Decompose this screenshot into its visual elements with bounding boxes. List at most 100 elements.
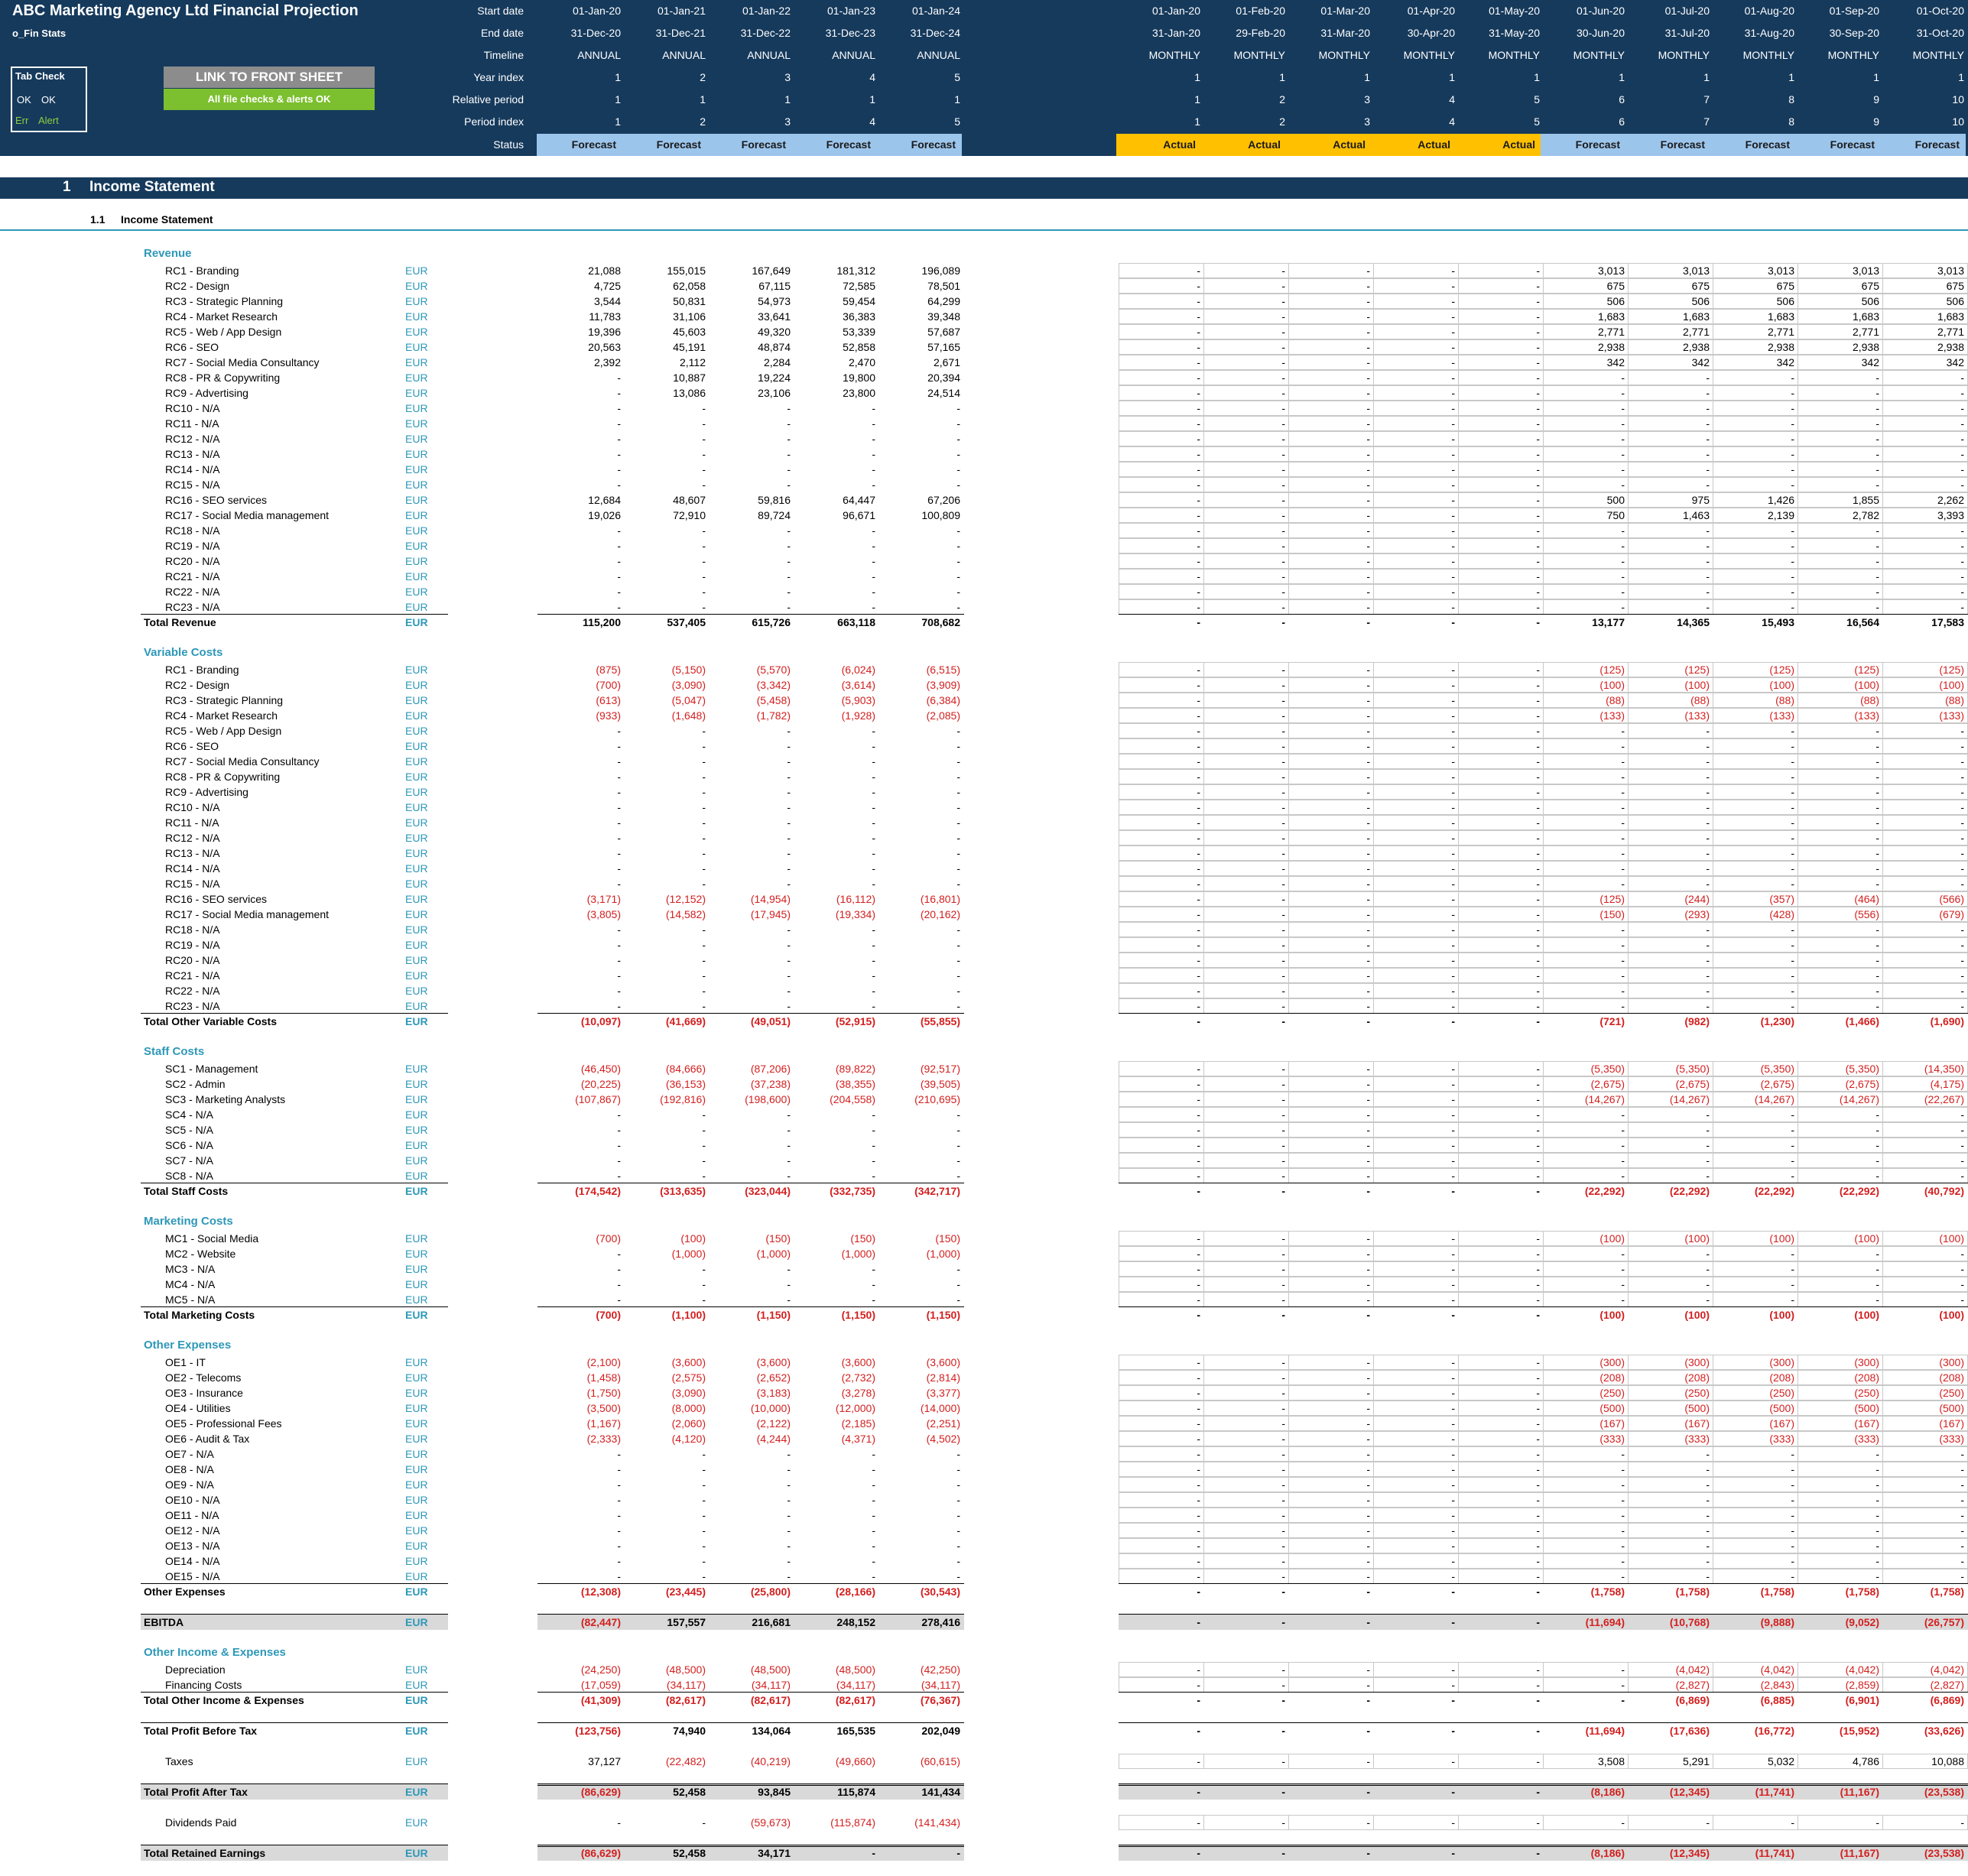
annual-value-cell: (2,085) [926,709,960,722]
unit-cell: EUR [405,1387,428,1399]
header-cell-period: 2 [1279,115,1285,128]
monthly-value-cell: - [1281,341,1285,353]
monthly-value-cell: - [1281,310,1285,323]
table-row: OE7 - N/A EUR - - - - - - - - - - - - - - - [0,1446,1968,1462]
monthly-value-cell: - [1536,878,1540,890]
unit-cell: EUR [405,969,428,982]
unit-cell: EUR [405,479,428,491]
annual-value-cell: - [617,1448,621,1460]
monthly-value-cell: - [1706,816,1710,829]
annual-value-cell: 89,724 [758,509,791,521]
annual-value-cell: - [617,755,621,768]
monthly-value-cell: - [1791,586,1794,598]
unit-cell: EUR [405,1616,428,1628]
section-title: Income Statement [89,179,215,195]
monthly-value-cell: - [1706,417,1710,430]
monthly-value-cell: - [1706,740,1710,752]
monthly-value-cell: - [1960,448,1964,460]
monthly-value-cell: - [1621,1570,1625,1582]
monthly-value-cell: (982) [1684,1015,1710,1027]
monthly-value-cell: (250) [1684,1387,1710,1399]
status-badge: Actual [1286,134,1372,156]
annual-value-cell: (3,171) [586,893,621,905]
tab-check-alert: Alert [38,115,59,126]
monthly-value-cell: - [1960,417,1964,430]
annual-value-cell: - [787,1108,791,1121]
row-label: RC11 - N/A [165,816,219,829]
monthly-value-cell: - [1875,448,1879,460]
monthly-value-cell: (125) [1599,893,1625,905]
monthly-value-cell: - [1960,479,1964,491]
row-label: RC10 - N/A [165,801,220,813]
table-row: MC5 - N/A EUR - - - - - - - - - - - - - - - [0,1292,1968,1307]
monthly-value-cell: 2,938 [1597,341,1625,353]
unit-cell: EUR [405,923,428,936]
table-row: OE1 - IT EUR (2,100) (3,600) (3,600) (3,600)(… [0,1355,1968,1370]
monthly-value-cell: (2,675) [1845,1078,1879,1090]
monthly-value-cell: - [1875,1154,1879,1167]
monthly-value-cell: - [1536,847,1540,859]
row-label: Total Marketing Costs [144,1309,255,1321]
monthly-value-cell: 1,683 [1597,310,1625,323]
row-label: Total Other Variable Costs [144,1015,278,1027]
annual-value-cell: - [787,1278,791,1290]
row-label: OE1 - IT [165,1356,206,1368]
monthly-value-cell: (6,901) [1845,1694,1879,1706]
table-row: SC8 - N/A EUR - - - - - - - - - - - - - - - [0,1168,1968,1183]
header-cell-period: 10 [1952,115,1964,128]
annual-value-cell: - [787,479,791,491]
link-to-front-sheet-button[interactable]: LINK TO FRONT SHEET [164,67,375,88]
monthly-value-cell: - [1197,463,1200,475]
monthly-value-cell: - [1197,1078,1200,1090]
monthly-value-cell: - [1451,1108,1455,1121]
monthly-value-cell: - [1621,1694,1625,1706]
tab-check-box: Tab Check OK OK Err Alert [11,67,87,132]
row-label: MC4 - N/A [165,1278,216,1290]
monthly-value-cell: - [1536,771,1540,783]
monthly-value-cell: - [1536,1387,1540,1399]
monthly-value-cell: 1,683 [1852,310,1879,323]
monthly-value-cell: - [1366,939,1370,951]
header-label-status: Status [493,138,524,151]
monthly-value-cell: - [1197,1417,1200,1430]
monthly-value-cell: (11,694) [1585,1725,1625,1737]
annual-value-cell: (1,782) [756,709,791,722]
header-cell-rel: 4 [1449,93,1455,105]
monthly-value-cell: - [1621,1108,1625,1121]
status-badge: Actual [1201,134,1287,156]
header-cell-rel: 10 [1952,93,1964,105]
monthly-value-cell: (26,757) [1924,1616,1964,1628]
monthly-value-cell: - [1621,1448,1625,1460]
monthly-value-cell: - [1536,664,1540,676]
monthly-value-cell: - [1366,1463,1370,1475]
monthly-value-cell: - [1791,954,1794,966]
monthly-value-cell: - [1536,310,1540,323]
monthly-value-cell: - [1366,417,1370,430]
monthly-value-cell: - [1197,494,1200,506]
unit-cell: EUR [405,372,428,384]
monthly-value-cell: (2,827) [1675,1679,1710,1691]
monthly-value-cell: - [1281,755,1285,768]
monthly-value-cell: - [1621,524,1625,537]
unit-cell: EUR [405,1263,428,1275]
annual-value-cell: 3,544 [593,295,621,307]
monthly-value-cell: - [1621,1663,1625,1676]
monthly-value-cell: - [1281,1015,1285,1027]
header-cell-rel: 3 [1364,93,1370,105]
monthly-value-cell: - [1706,601,1710,613]
total-rule [537,1692,964,1693]
table-row: RC10 - N/A EUR - - - - - - - - - - - - - - - [0,800,1968,815]
monthly-value-cell: - [1366,1417,1370,1430]
annual-value-cell: 100,809 [921,509,960,521]
monthly-value-cell: - [1281,1248,1285,1260]
annual-value-cell: - [956,786,960,798]
annual-value-cell: (210,695) [914,1093,960,1105]
annual-value-cell: - [617,862,621,875]
monthly-value-cell: - [1621,570,1625,583]
monthly-value-cell: - [1536,326,1540,338]
annual-value-cell: - [702,1263,706,1275]
monthly-value-cell: (12,345) [1669,1847,1710,1859]
monthly-value-cell: - [1451,694,1455,706]
monthly-value-cell: - [1536,816,1540,829]
monthly-value-cell: - [1366,1433,1370,1445]
